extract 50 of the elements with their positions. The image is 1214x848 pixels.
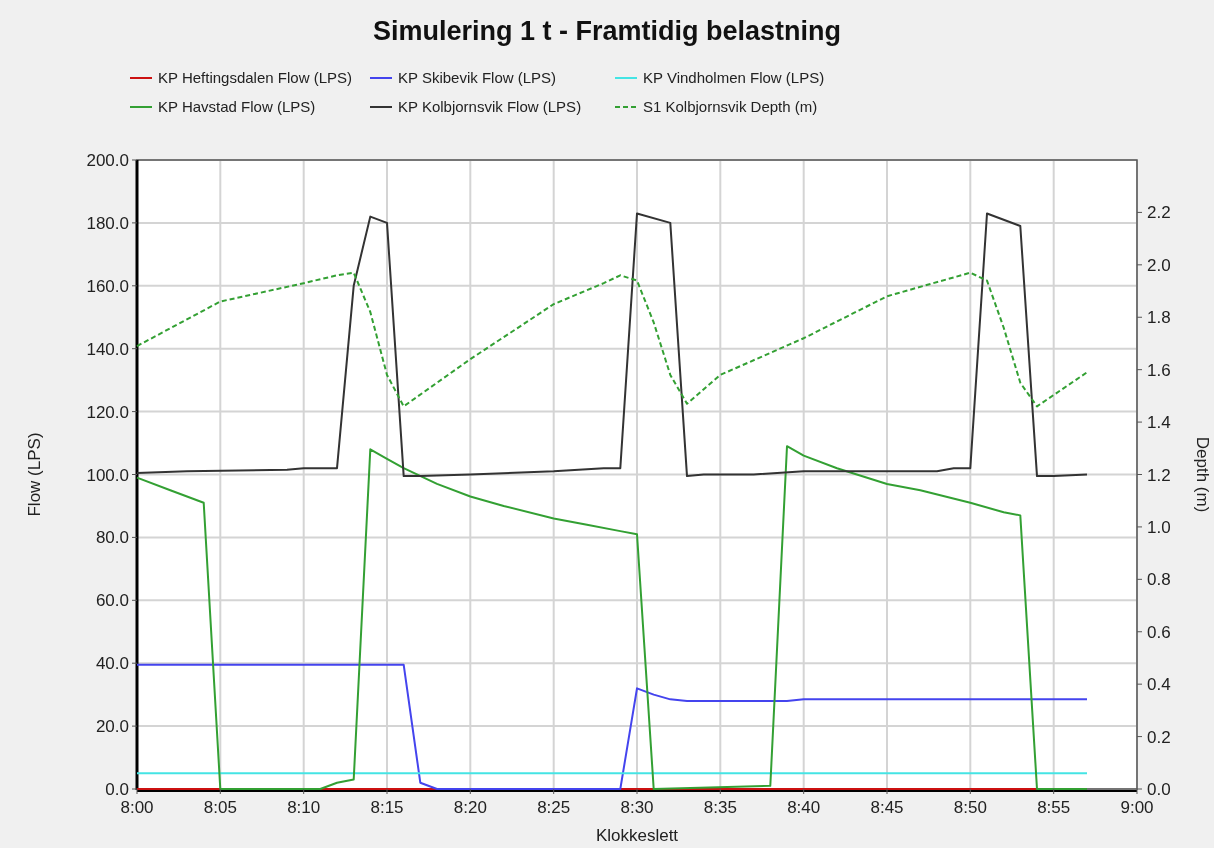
y2-tick-label: 1.4 [1147, 413, 1171, 433]
y2-tick-label: 1.8 [1147, 308, 1171, 328]
line-series [136, 663, 1088, 790]
line-series [136, 445, 1088, 790]
x-tick-label: 8:50 [953, 798, 987, 817]
x-tick-label: 8:45 [870, 798, 904, 817]
x-tick-label: 8:20 [453, 798, 487, 817]
legend-label: KP Havstad Flow (LPS) [158, 98, 316, 115]
x-tick-label: 8:05 [203, 798, 237, 817]
legend-label: KP Vindholmen Flow (LPS) [643, 69, 825, 86]
x-tick-label: 8:40 [787, 798, 821, 817]
x-tick-label: 8:35 [703, 798, 737, 817]
y2-tick-label: 1.2 [1147, 465, 1171, 485]
chart-title: Simulering 1 t - Framtidig belastning [372, 16, 842, 46]
y-tick-label: 20.0 [95, 717, 129, 737]
y2-tick-label: 2.2 [1147, 203, 1171, 223]
line-series [136, 271, 1088, 408]
y2-axis-title: Depth (m) [1193, 436, 1212, 513]
line-series [136, 212, 1088, 478]
x-tick-label: 9:00 [1120, 798, 1154, 817]
y2-tick-label: 2.0 [1147, 255, 1171, 275]
y2-tick-label: 1.6 [1147, 360, 1171, 380]
legend-label: KP Heftingsdalen Flow (LPS) [158, 69, 352, 86]
y-tick-label: 40.0 [95, 654, 129, 674]
y2-tick-label: 0.6 [1147, 622, 1171, 642]
y-tick-label: 60.0 [95, 591, 129, 611]
y-tick-label: 160.0 [86, 276, 129, 296]
legend-label: S1 Kolbjornsvik Depth (m) [643, 98, 818, 115]
x-axis-title: Klokkeslett [595, 826, 679, 845]
x-tick-label: 8:15 [370, 798, 404, 817]
x-tick-label: 8:55 [1037, 798, 1071, 817]
x-tick-label: 8:30 [620, 798, 654, 817]
y-tick-label: 120.0 [86, 402, 129, 422]
y-tick-label: 80.0 [95, 528, 129, 548]
legend-label: KP Kolbjornsvik Flow (LPS) [398, 98, 582, 115]
y2-tick-label: 0.0 [1147, 780, 1171, 799]
y2-tick-label: 1.0 [1147, 517, 1171, 537]
y-tick-label: 100.0 [86, 465, 129, 485]
y2-tick-label: 0.2 [1147, 727, 1171, 747]
x-tick-label: 8:10 [287, 798, 321, 817]
y-tick-label: 180.0 [86, 213, 129, 233]
y-tick-label: 200.0 [86, 151, 129, 170]
y2-tick-label: 0.8 [1147, 570, 1171, 590]
y2-tick-label: 0.4 [1147, 675, 1171, 695]
legend-label: KP Skibevik Flow (LPS) [398, 69, 557, 86]
x-tick-label: 8:00 [120, 798, 154, 817]
x-tick-label: 8:25 [537, 798, 571, 817]
y-axis-title: Flow (LPS) [25, 432, 44, 517]
y-tick-label: 140.0 [86, 339, 129, 359]
y-tick-label: 0.0 [105, 780, 129, 799]
